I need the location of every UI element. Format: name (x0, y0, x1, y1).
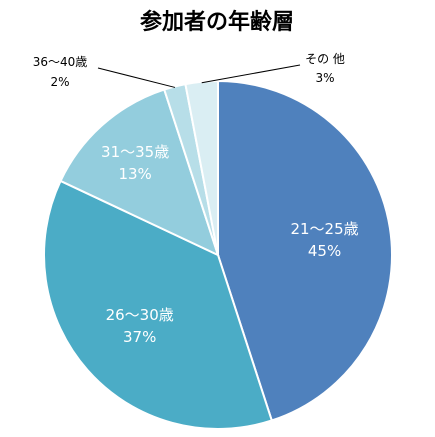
slice-label-2: 26～30歳 (106, 306, 174, 324)
leader-line-4 (97, 67, 176, 88)
slice-label-4: 36～40歳 (33, 55, 88, 69)
pie-slice-2 (43, 179, 274, 430)
slice-label-5: その 他 (305, 52, 345, 66)
slice-value-2: 37% (123, 328, 156, 346)
slice-value-1: 45% (308, 242, 341, 260)
pie-slice-1 (217, 79, 394, 422)
leader-line-5 (201, 64, 301, 84)
slice-label-3: 31～35歳 (101, 143, 169, 161)
slice-value-4: 2% (50, 75, 69, 89)
chart-title: 参加者の年齢層 (140, 9, 294, 35)
pie-slice-5 (184, 79, 219, 256)
slice-label-1: 21～25歳 (290, 220, 358, 238)
slice-value-3: 13% (118, 165, 151, 183)
slice-labels: 21～25歳 45% 26～30歳 37% 31～35歳 13% 36～40歳 2% その 他 3… (33, 52, 359, 346)
pie-slice-3 (59, 88, 220, 257)
pie-slices (43, 79, 394, 430)
leader-lines (97, 64, 301, 88)
slice-value-5: 3% (315, 71, 334, 85)
